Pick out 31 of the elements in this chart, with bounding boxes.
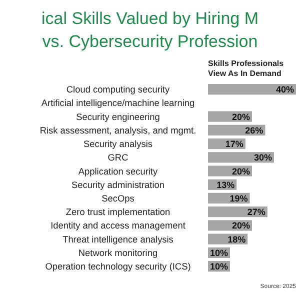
data-label: 17% xyxy=(225,139,244,150)
y-tick-label: Security analysis xyxy=(84,139,153,150)
x-axis-title: Skills Professionals View As In Demand xyxy=(208,59,284,78)
data-label: 20% xyxy=(232,166,250,176)
chart-subtitle: vs. Cybersecurity Profession xyxy=(42,32,258,51)
data-label: 26% xyxy=(245,125,264,136)
data-label: 10% xyxy=(210,262,228,272)
data-label: 18% xyxy=(228,234,246,244)
data-label: 27% xyxy=(247,207,266,218)
y-tick-label: Security engineering xyxy=(76,112,160,122)
data-label: 13% xyxy=(216,180,235,190)
data-label: 20% xyxy=(232,220,250,231)
y-tick-label: Identity and access management xyxy=(50,220,186,231)
y-tick-label: SecOps xyxy=(102,194,135,204)
y-tick-label: GRC xyxy=(108,152,129,163)
y-tick-label: Cloud computing security xyxy=(66,84,170,95)
y-tick-label: Security administration xyxy=(72,180,164,190)
data-label: 40% xyxy=(276,84,294,95)
data-label: 30% xyxy=(254,152,272,163)
data-label: 20% xyxy=(232,112,250,122)
y-tick-label: Artificial intelligence/machine learning xyxy=(41,98,195,108)
y-tick-label: Application security xyxy=(78,166,158,176)
bar xyxy=(208,84,296,95)
y-tick-label: Operation technology security (ICS) xyxy=(45,262,191,272)
data-label: 19% xyxy=(230,194,248,204)
chart-title: ical Skills Valued by Hiring M xyxy=(42,9,258,28)
y-tick-label: Zero trust implementation xyxy=(66,207,170,218)
y-tick-label: Network monitoring xyxy=(78,248,158,258)
data-label: 10% xyxy=(210,248,228,258)
y-tick-label: Risk assessment, analysis, and mgmt. xyxy=(40,125,196,136)
y-tick-label: Threat intelligence analysis xyxy=(62,234,174,244)
